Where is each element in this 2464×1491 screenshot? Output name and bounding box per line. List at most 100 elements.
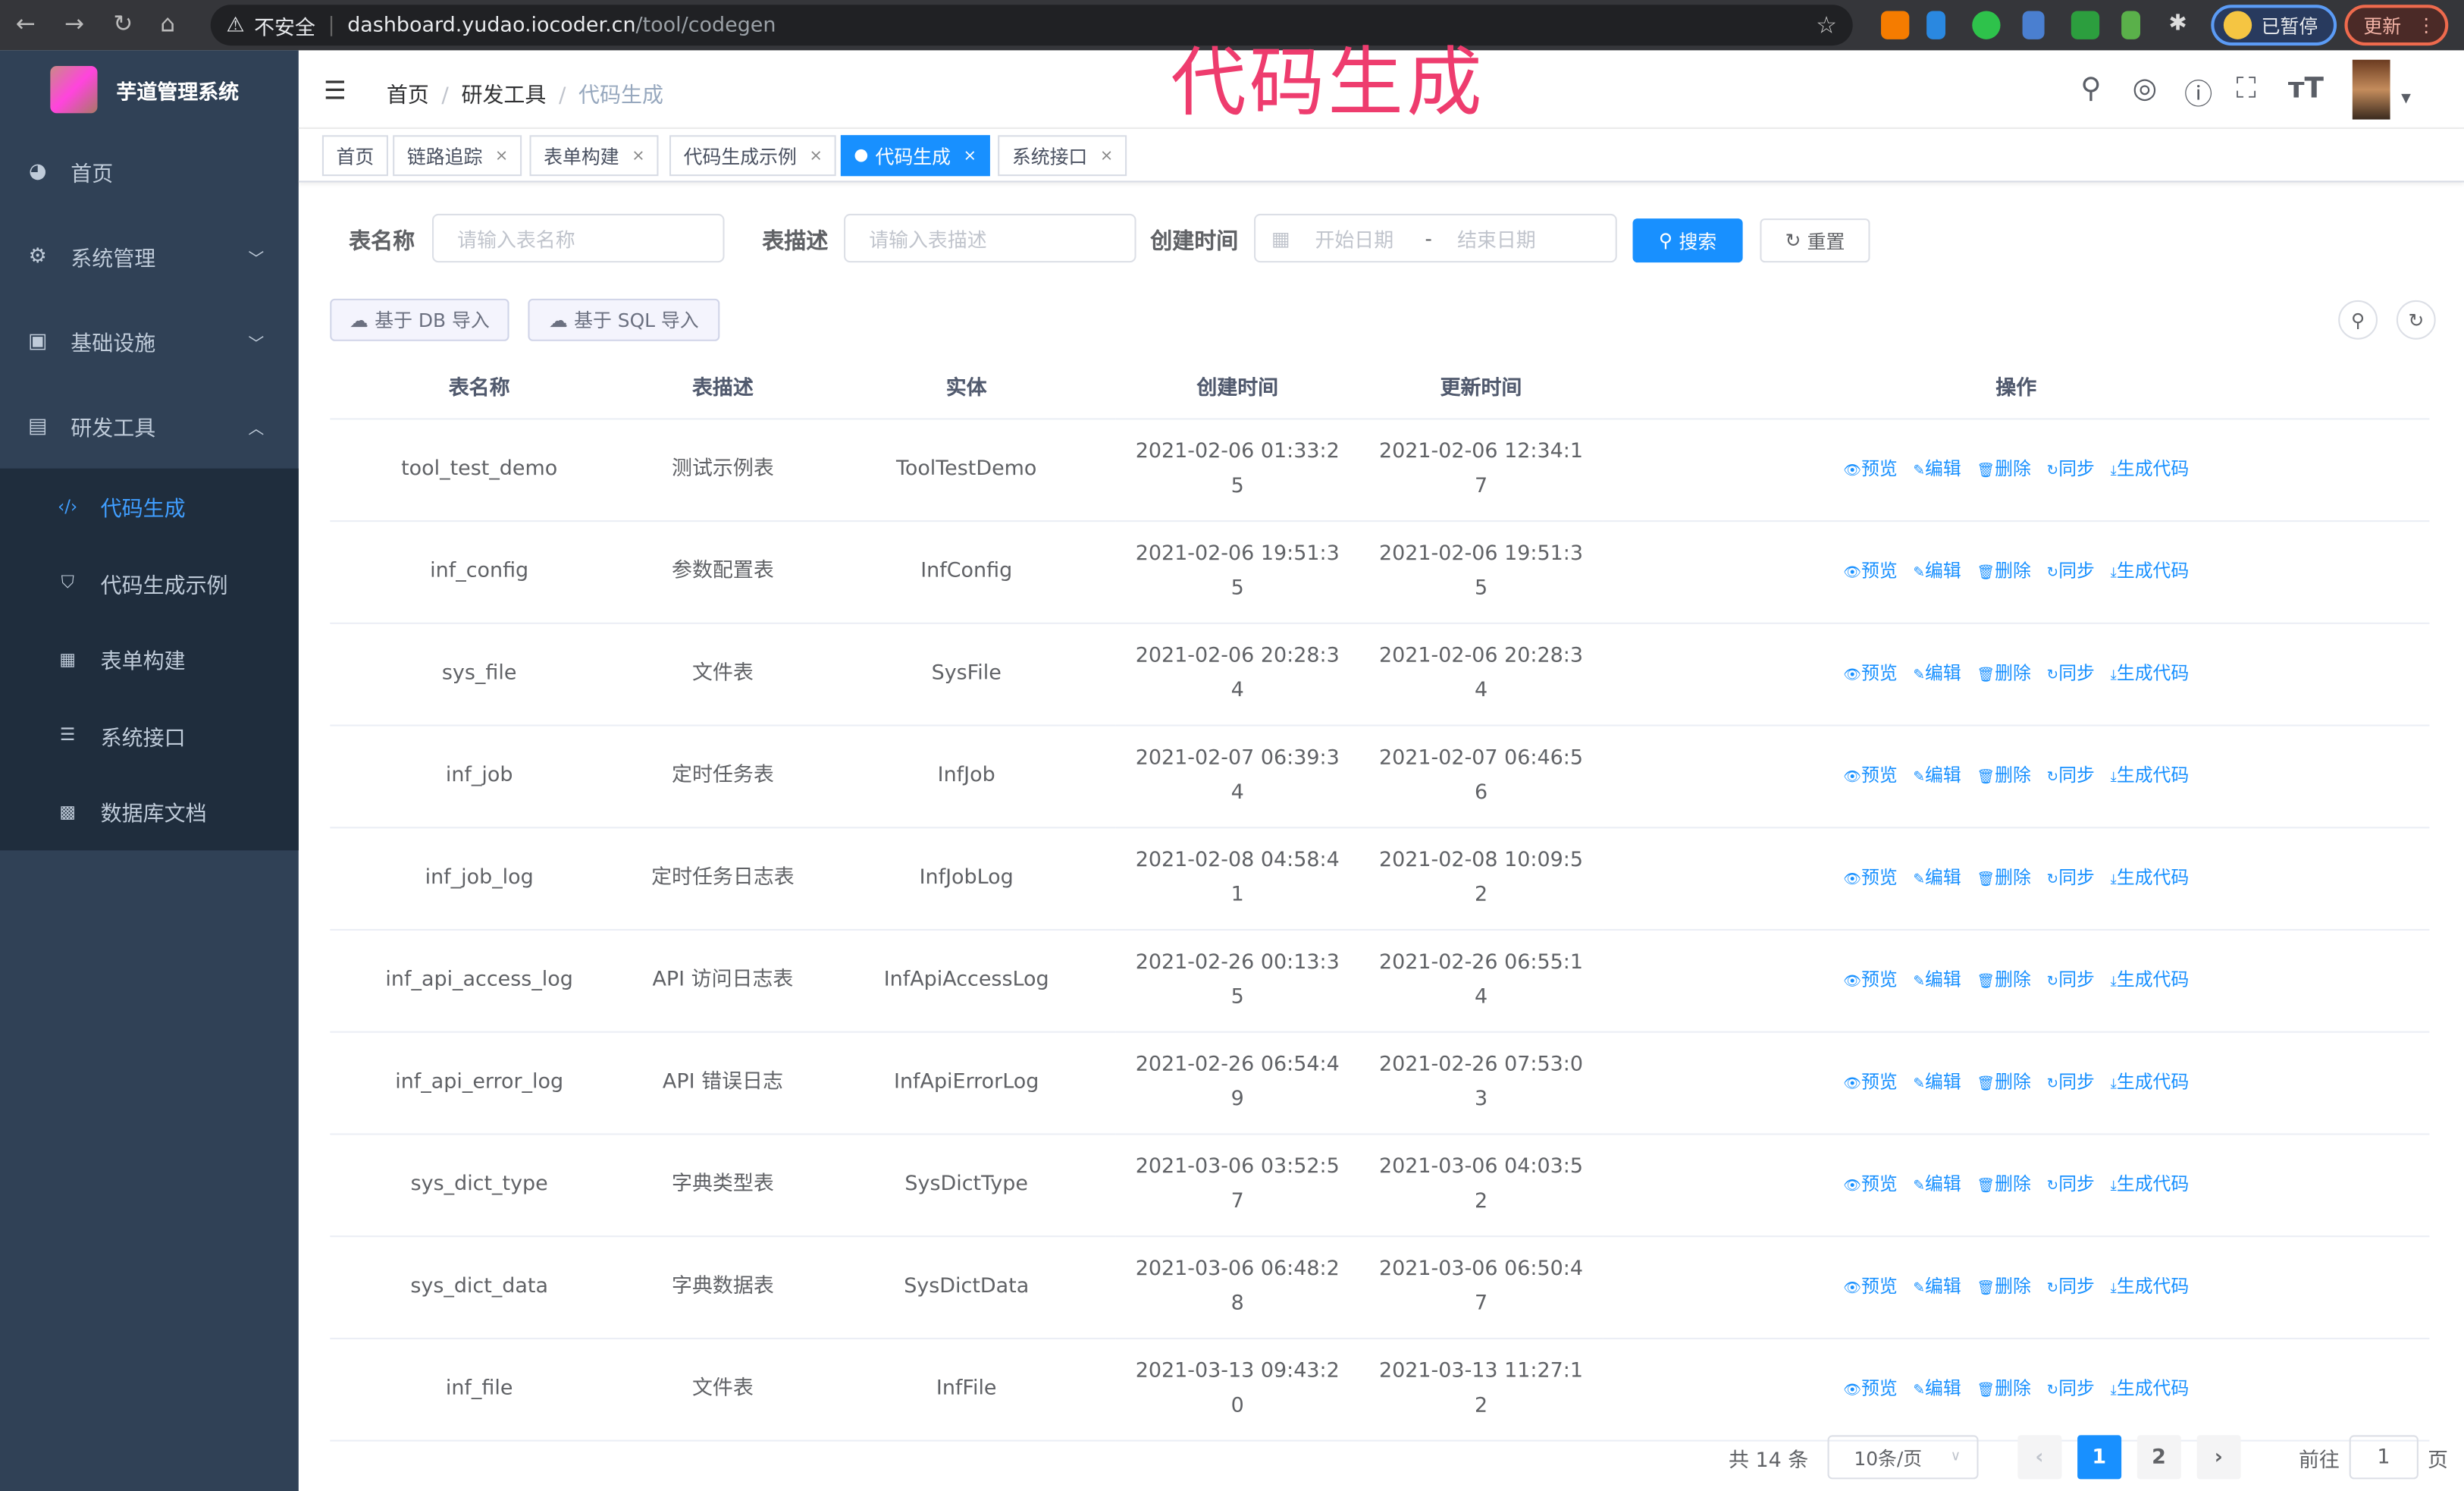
tag-2[interactable]: 表单构建 × — [529, 135, 660, 177]
extension-icon[interactable] — [1926, 11, 1946, 39]
page-2-button[interactable]: 2 — [2136, 1435, 2181, 1480]
edit-button[interactable]: ✎编辑 — [1913, 1376, 1961, 1398]
back-icon[interactable]: ← — [15, 9, 36, 38]
delete-button[interactable]: 🗑删除 — [1977, 968, 2030, 990]
reload-icon[interactable]: ↻ — [113, 9, 133, 38]
submenu-item-0[interactable]: ‹/› 代码生成 — [0, 469, 299, 545]
submenu-item-4[interactable]: ▩ 数据库文档 — [0, 774, 299, 850]
prev-page-button[interactable]: ‹ — [2017, 1435, 2061, 1480]
edit-button[interactable]: ✎编辑 — [1913, 865, 1961, 887]
tag-3[interactable]: 代码生成示例 × — [669, 135, 837, 177]
bookmark-star-icon[interactable]: ☆ — [1816, 11, 1837, 39]
delete-button[interactable]: 🗑删除 — [1977, 457, 2030, 479]
delete-button[interactable]: 🗑删除 — [1977, 559, 2030, 581]
extension-icon[interactable] — [1972, 11, 2001, 39]
sync-button[interactable]: ↻同步 — [2047, 865, 2095, 887]
address-bar[interactable]: ⚠ 不安全 | dashboard.yudao.iocoder.cn/tool/… — [210, 5, 1853, 46]
sidebar-item-3[interactable]: ▤ 研发工具 ︿ — [0, 384, 299, 469]
date-range-picker[interactable]: ▦ 开始日期 - 结束日期 — [1254, 213, 1617, 263]
delete-button[interactable]: 🗑删除 — [1977, 1069, 2030, 1091]
breadcrumb-home[interactable]: 首页 — [386, 83, 429, 109]
generate-code-button[interactable]: ⤓生成代码 — [2111, 1069, 2190, 1091]
edit-button[interactable]: ✎编辑 — [1913, 457, 1961, 479]
sync-button[interactable]: ↻同步 — [2047, 763, 2095, 785]
fullscreen-icon[interactable]: ⛶ — [2236, 72, 2256, 105]
delete-button[interactable]: 🗑删除 — [1977, 661, 2030, 683]
home-icon[interactable]: ⌂ — [160, 9, 176, 38]
puzzle-icon[interactable]: ✱ — [2168, 11, 2187, 36]
sync-button[interactable]: ↻同步 — [2047, 1172, 2095, 1194]
preview-button[interactable]: 👁预览 — [1843, 763, 1897, 785]
close-icon[interactable]: × — [963, 146, 977, 165]
caret-down-icon[interactable]: ▼ — [2401, 91, 2411, 105]
preview-button[interactable]: 👁预览 — [1843, 559, 1897, 581]
search-icon[interactable]: ⚲ — [2080, 72, 2102, 105]
next-page-button[interactable]: › — [2196, 1435, 2241, 1480]
preview-button[interactable]: 👁预览 — [1843, 1069, 1897, 1091]
font-size-icon[interactable]: тT — [2287, 72, 2324, 105]
profile-paused-button[interactable]: 已暂停 — [2211, 5, 2337, 46]
edit-button[interactable]: ✎编辑 — [1913, 1069, 1961, 1091]
reset-button[interactable]: ↻ 重置 — [1760, 218, 1870, 263]
edit-button[interactable]: ✎编辑 — [1913, 1172, 1961, 1194]
submenu-item-3[interactable]: ☰ 系统接口 — [0, 697, 299, 774]
delete-button[interactable]: 🗑删除 — [1977, 763, 2030, 785]
edit-button[interactable]: ✎编辑 — [1913, 559, 1961, 581]
tag-4[interactable]: 代码生成 × — [840, 135, 991, 177]
extension-icon[interactable] — [2071, 11, 2100, 39]
sync-button[interactable]: ↻同步 — [2047, 559, 2095, 581]
edit-button[interactable]: ✎编辑 — [1913, 968, 1961, 990]
page-size-select[interactable]: 10条/页 ∨ — [1827, 1435, 1979, 1480]
refresh-button[interactable]: ↻ — [2396, 300, 2436, 340]
end-date-input[interactable]: 结束日期 — [1457, 228, 1536, 252]
delete-button[interactable]: 🗑删除 — [1977, 865, 2030, 887]
submenu-item-2[interactable]: ▦ 表单构建 — [0, 621, 299, 698]
update-button[interactable]: 更新 ⋮ — [2344, 5, 2449, 46]
forward-icon[interactable]: → — [64, 9, 85, 38]
generate-code-button[interactable]: ⤓生成代码 — [2111, 661, 2190, 683]
tag-0[interactable]: 首页 — [321, 135, 388, 177]
table-desc-input[interactable]: 请输入表描述 — [844, 213, 1136, 263]
table-name-input[interactable]: 请输入表名称 — [431, 213, 725, 263]
sidebar-logo[interactable]: 芋道管理系统 — [0, 50, 299, 129]
preview-button[interactable]: 👁预览 — [1843, 1376, 1897, 1398]
search-button[interactable]: ⚲ 搜索 — [1632, 218, 1743, 263]
sidebar-item-2[interactable]: ▣ 基础设施 ﹀ — [0, 299, 299, 384]
import-sql-button[interactable]: ☁ 基于 SQL 导入 — [528, 298, 720, 341]
preview-button[interactable]: 👁预览 — [1843, 968, 1897, 990]
close-icon[interactable]: × — [632, 146, 645, 165]
preview-button[interactable]: 👁预览 — [1843, 1274, 1897, 1296]
generate-code-button[interactable]: ⤓生成代码 — [2111, 1172, 2190, 1194]
submenu-item-1[interactable]: ⛉ 代码生成示例 — [0, 545, 299, 621]
generate-code-button[interactable]: ⤓生成代码 — [2111, 968, 2190, 990]
extension-icon[interactable] — [1881, 11, 1910, 39]
hamburger-icon[interactable]: ☰ — [323, 75, 346, 105]
delete-button[interactable]: 🗑删除 — [1977, 1274, 2030, 1296]
close-icon[interactable]: × — [494, 146, 509, 165]
edit-button[interactable]: ✎编辑 — [1913, 763, 1961, 785]
sync-button[interactable]: ↻同步 — [2047, 1376, 2095, 1398]
generate-code-button[interactable]: ⤓生成代码 — [2111, 1376, 2190, 1398]
sync-button[interactable]: ↻同步 — [2047, 1274, 2095, 1296]
extension-icon[interactable] — [2121, 11, 2141, 39]
import-db-button[interactable]: ☁ 基于 DB 导入 — [330, 298, 509, 341]
delete-button[interactable]: 🗑删除 — [1977, 1172, 2030, 1194]
delete-button[interactable]: 🗑删除 — [1977, 1376, 2030, 1398]
sync-button[interactable]: ↻同步 — [2047, 661, 2095, 683]
help-icon[interactable]: ⓘ — [2184, 78, 2213, 112]
sync-button[interactable]: ↻同步 — [2047, 968, 2095, 990]
close-icon[interactable]: × — [809, 146, 823, 165]
tag-5[interactable]: 系统接口 × — [998, 135, 1127, 177]
generate-code-button[interactable]: ⤓生成代码 — [2111, 865, 2190, 887]
extension-icon[interactable] — [2022, 11, 2045, 39]
generate-code-button[interactable]: ⤓生成代码 — [2111, 763, 2190, 785]
toggle-search-button[interactable]: ⚲ — [2338, 300, 2378, 340]
generate-code-button[interactable]: ⤓生成代码 — [2111, 457, 2190, 479]
preview-button[interactable]: 👁预览 — [1843, 661, 1897, 683]
user-avatar[interactable] — [2352, 59, 2390, 120]
generate-code-button[interactable]: ⤓生成代码 — [2111, 1274, 2190, 1296]
sync-button[interactable]: ↻同步 — [2047, 457, 2095, 479]
tag-1[interactable]: 链路追踪 × — [393, 135, 522, 177]
preview-button[interactable]: 👁预览 — [1843, 1172, 1897, 1194]
edit-button[interactable]: ✎编辑 — [1913, 661, 1961, 683]
